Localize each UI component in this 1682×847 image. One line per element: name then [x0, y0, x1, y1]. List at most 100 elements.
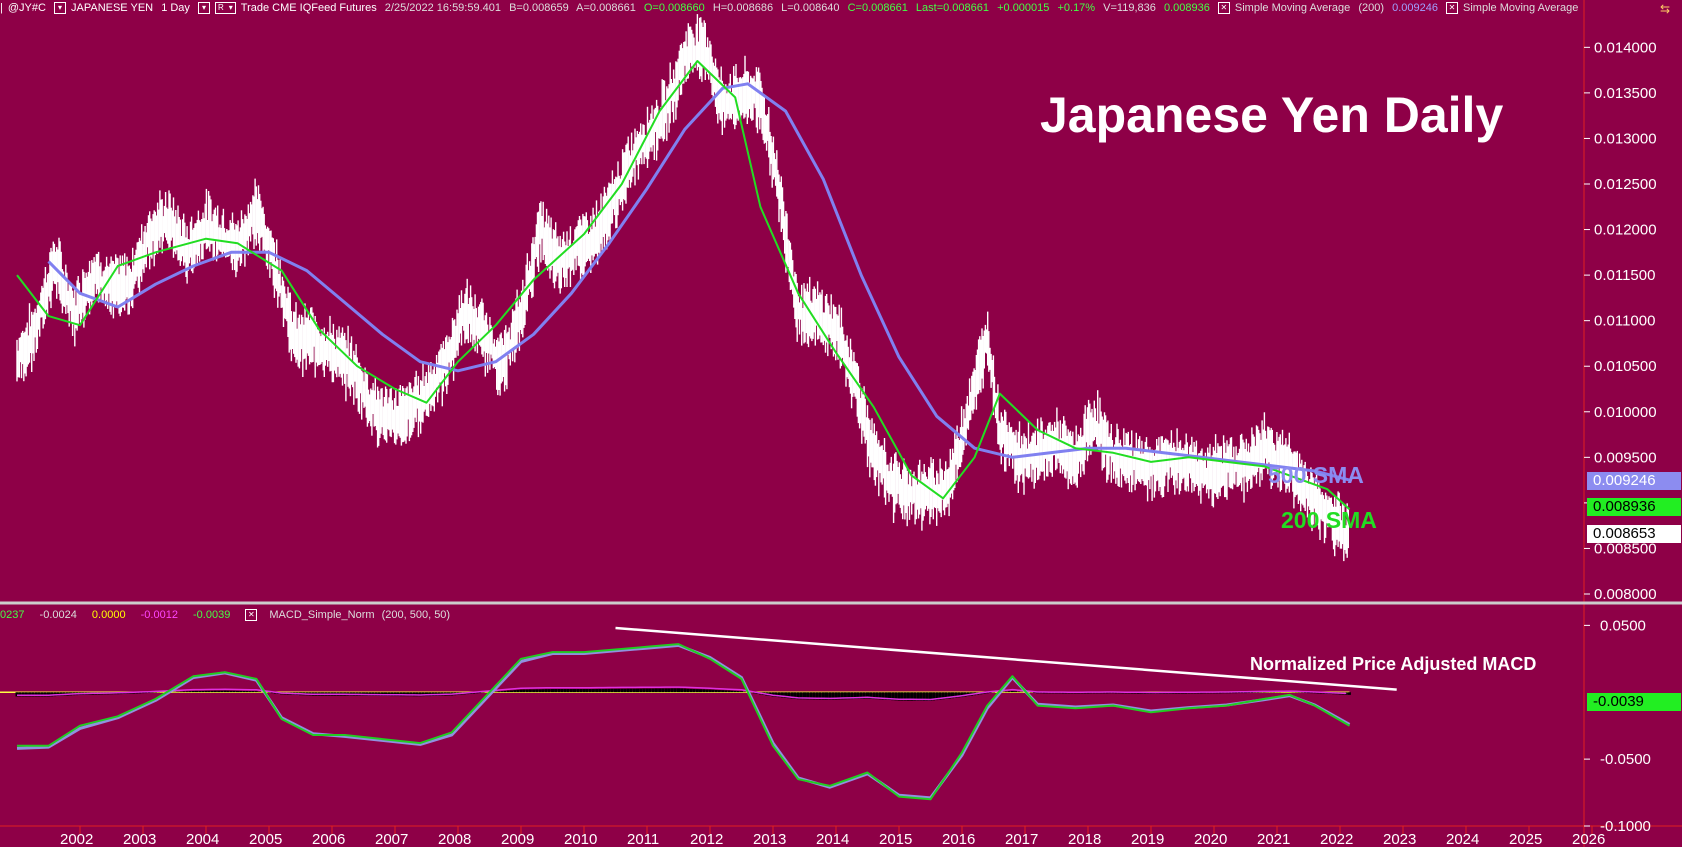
time-tick-label: 2017 — [1005, 831, 1038, 847]
time-tick-label: 2021 — [1257, 831, 1290, 847]
price-tick-label: 0.014000 — [1594, 39, 1657, 56]
time-tick-label: 2023 — [1383, 831, 1416, 847]
bid-value: B=0.008659 — [509, 2, 569, 14]
macd-histogram — [0, 686, 1351, 701]
time-tick-label: 2012 — [690, 831, 723, 847]
time-tick-label: 2003 — [123, 831, 156, 847]
macd-params: (200, 500, 50) — [381, 609, 451, 621]
time-tick-label: 2019 — [1131, 831, 1164, 847]
datetime: 2/25/2022 16:59:59.401 — [384, 2, 502, 14]
instrument-name: JAPANESE YEN — [71, 2, 154, 14]
arrows-icon[interactable]: ⇆ — [1660, 2, 1671, 16]
sma200-line — [16, 60, 1351, 511]
sma2-value: 0.009246 — [1392, 2, 1438, 14]
close-icon[interactable]: ✕ — [245, 609, 258, 622]
feed-info: Trade CME IQFeed Futures — [240, 2, 377, 14]
sma2-params: (200) — [1358, 2, 1385, 14]
time-tick-label: 2022 — [1320, 831, 1353, 847]
price-tick-label: 0.010500 — [1594, 358, 1657, 375]
sma1-value: 0.008936 — [1163, 2, 1210, 14]
price-tick-label: 0.011000 — [1594, 313, 1655, 330]
price-tick-label: 0.010000 — [1594, 404, 1657, 421]
sma500-line — [47, 82, 1350, 482]
time-tick-label: 2016 — [942, 831, 975, 847]
macd-signal-line — [16, 643, 1351, 800]
sma200-label: 200 SMA — [1281, 507, 1377, 533]
time-tick-label: 2024 — [1446, 831, 1479, 847]
symbol-prefix: | — [0, 2, 3, 14]
time-tick-label: 2026 — [1572, 831, 1605, 847]
price-tick-label: 0.012500 — [1594, 176, 1657, 193]
price-tick-label: 0.013500 — [1594, 85, 1657, 102]
close-icon[interactable]: ✕ — [1446, 2, 1459, 15]
mode-box[interactable]: R ▾ — [215, 2, 236, 15]
price-axis[interactable]: 0.0080000.0085000.0090000.0095000.010000… — [1584, 39, 1657, 603]
price-tick-label: 0.008000 — [1594, 586, 1657, 603]
macd-name: MACD_Simple_Norm — [269, 609, 375, 621]
time-tick-label: 2002 — [60, 831, 93, 847]
time-tick-label: 2014 — [816, 831, 849, 847]
close-value: C=0.008661 — [847, 2, 908, 14]
low-value: L=0.008640 — [781, 2, 840, 14]
price-tag-sma500: 0.009246 — [1587, 472, 1681, 490]
macd-value-2: 0.0000 — [91, 609, 126, 621]
symbol-label[interactable]: @JY#C — [7, 2, 46, 14]
time-tick-label: 2008 — [438, 831, 471, 847]
macd-line — [17, 643, 1351, 801]
time-tick-label: 2007 — [375, 831, 408, 847]
price-tick-label: 0.011500 — [1594, 267, 1655, 284]
time-tick-label: 2025 — [1509, 831, 1542, 847]
macd-value-0: 0237 — [0, 609, 25, 621]
close-icon[interactable]: ✕ — [1217, 2, 1230, 15]
volume-value: V=119,836 — [1103, 2, 1156, 14]
time-tick-label: 2006 — [312, 831, 345, 847]
macd-tick-label: -0.1000 — [1600, 818, 1651, 835]
ask-value: A=0.008661 — [576, 2, 636, 14]
time-tick-label: 2011 — [627, 831, 659, 847]
change-value: +0.000015 — [997, 2, 1050, 14]
change-pct-value: +0.17% — [1057, 2, 1096, 14]
price-tag-last: 0.008653 — [1587, 525, 1681, 543]
time-tick-label: 2005 — [249, 831, 282, 847]
open-value: O=0.008660 — [643, 2, 705, 14]
time-tick-label: 2020 — [1194, 831, 1227, 847]
time-tick-label: 2004 — [186, 831, 219, 847]
chart-title: Japanese Yen Daily — [1040, 87, 1504, 143]
macd-tick-label: -0.0500 — [1600, 751, 1651, 768]
symbol-dropdown-icon[interactable]: ▾ — [54, 2, 66, 15]
sma1-label: Simple Moving Average — [1234, 2, 1351, 14]
interval-label[interactable]: 1 Day — [161, 2, 190, 14]
main-series — [16, 60, 1351, 511]
sma2-label: Simple Moving Average — [1463, 2, 1579, 14]
interval-dropdown-icon[interactable]: ▾ — [198, 2, 210, 15]
last-value: Last=0.008661 — [915, 2, 990, 14]
macd-value-4: -0.0039 — [193, 609, 231, 621]
time-tick-label: 2015 — [879, 831, 912, 847]
time-axis[interactable]: 2002 2003 2004 2005 2006 2007 2008 2009 2010 2011… — [60, 826, 1605, 847]
macd-axis[interactable]: 0.0500 -0.0500 -0.1000 — [1584, 617, 1651, 835]
price-tick-label: 0.013000 — [1594, 130, 1657, 147]
price-tag-macd: -0.0039 — [1587, 693, 1681, 711]
time-tick-label: 2010 — [564, 831, 597, 847]
macd-tick-label: 0.0500 — [1600, 617, 1646, 634]
macd-value-3: -0.0012 — [140, 609, 178, 621]
mode-box-label: R — [218, 3, 224, 13]
price-tag-sma200: 0.008936 — [1587, 498, 1681, 516]
time-tick-label: 2018 — [1068, 831, 1101, 847]
high-value: H=0.008686 — [712, 2, 774, 14]
time-tick-label: 2009 — [501, 831, 534, 847]
macd-value-1: -0.0024 — [39, 609, 77, 621]
sma500-label: 500 SMA — [1268, 462, 1364, 488]
macd-series — [16, 626, 1397, 801]
macd-trendline — [615, 626, 1397, 691]
price-tick-label: 0.009500 — [1594, 449, 1657, 466]
macd-magenta-line — [17, 686, 1347, 701]
macd-title: Normalized Price Adjusted MACD — [1250, 654, 1537, 674]
macd-header: 0237 -0.0024 0.0000 -0.0012 -0.0039 ✕ MAC… — [0, 607, 462, 623]
price-tick-label: 0.008500 — [1594, 540, 1657, 557]
price-tick-label: 0.012000 — [1594, 222, 1657, 239]
chart-header: | @JY#C ▾ JAPANESE YEN 1 Day ▾ R ▾ Trade CME … — [0, 0, 1585, 16]
time-tick-label: 2013 — [753, 831, 786, 847]
